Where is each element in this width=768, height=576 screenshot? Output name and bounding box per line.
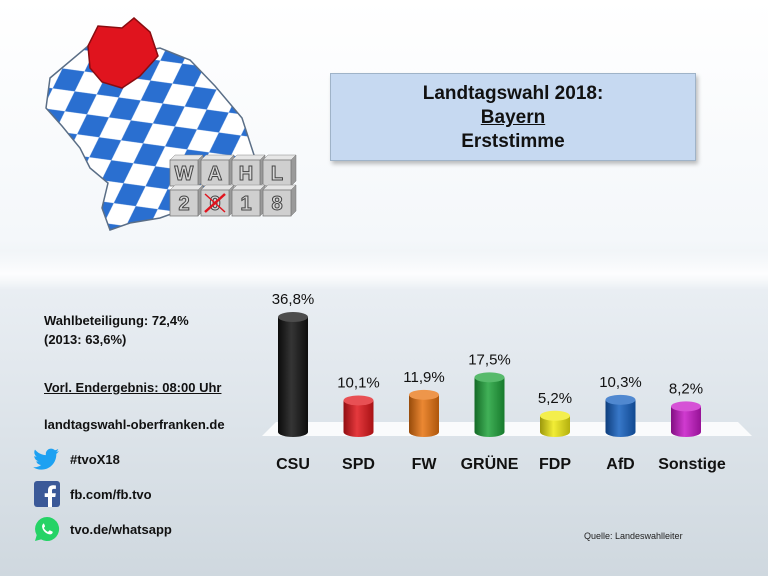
category-label: SPD — [342, 456, 375, 473]
value-label: 10,1% — [337, 374, 380, 391]
title-line-2: Bayern — [480, 107, 546, 128]
logo-block — [231, 159, 261, 187]
logo-letter: 1 — [240, 193, 251, 215]
value-label: 11,9% — [403, 369, 444, 386]
background-band — [0, 250, 768, 290]
bar-top — [343, 395, 374, 406]
logo-block — [231, 189, 261, 217]
bar-fdp — [540, 415, 570, 437]
logo-letter: L — [271, 163, 283, 185]
bar-csu — [278, 317, 308, 437]
category-label: FW — [412, 456, 438, 473]
result-time-text: Vorl. Endergebnis: 08:00 Uhr — [44, 380, 222, 395]
category-label: AfD — [606, 456, 634, 473]
bar-top — [671, 401, 701, 412]
category-label: CSU — [276, 456, 310, 473]
logo-cross-mark — [204, 193, 226, 213]
whatsapp-label: tvo.de/whatsapp — [70, 522, 172, 537]
category-label: GRÜNE — [461, 454, 519, 473]
logo-letter: 8 — [271, 193, 282, 215]
category-label: Sonstige — [658, 456, 726, 473]
category-label: FDP — [539, 456, 571, 473]
bar-grüne — [474, 377, 505, 437]
bar-top — [540, 410, 570, 421]
logo-letter: 2 — [178, 193, 189, 215]
title-line-1: Landtagswahl 2018: — [422, 83, 604, 104]
bavaria-map-logo: WAHL2018 — [10, 8, 310, 253]
bar-top — [474, 372, 505, 383]
turnout-prev-text: (2013: 63,6%) — [44, 332, 127, 347]
bar-top — [605, 394, 636, 405]
value-label: 10,3% — [599, 374, 642, 391]
bar-spd — [343, 400, 374, 437]
source-note: Quelle: Landeswahlleiter — [584, 531, 683, 541]
bar-top — [278, 312, 308, 322]
bar-sonstige — [671, 406, 701, 437]
facebook-label: fb.com/fb.tvo — [70, 487, 152, 502]
bar-afd — [605, 399, 636, 437]
title-box: Landtagswahl 2018: Bayern Erststimme — [330, 73, 696, 161]
turnout-text: Wahlbeteiligung: 72,4% — [44, 313, 189, 328]
value-label: 17,5% — [468, 351, 511, 368]
logo-block — [262, 159, 292, 187]
logo-letter: A — [208, 163, 222, 185]
logo-block — [262, 189, 292, 217]
value-label: 8,2% — [669, 380, 703, 397]
oberfranken-shape — [87, 17, 159, 89]
logo-block — [169, 189, 199, 217]
value-label: 5,2% — [538, 390, 572, 407]
logo-letter: H — [239, 163, 253, 185]
title-line-3: Erststimme — [461, 131, 565, 152]
twitter-icon — [33, 448, 59, 470]
whatsapp-icon — [35, 516, 60, 541]
twitter-label: #tvoX18 — [70, 452, 120, 467]
facebook-icon — [34, 481, 60, 507]
bar-fw — [409, 394, 439, 437]
logo-letter: W — [175, 163, 194, 185]
website-link[interactable]: landtagswahl-oberfranken.de — [44, 417, 225, 432]
bar-top — [409, 389, 439, 400]
value-label: 36,8% — [272, 291, 315, 308]
